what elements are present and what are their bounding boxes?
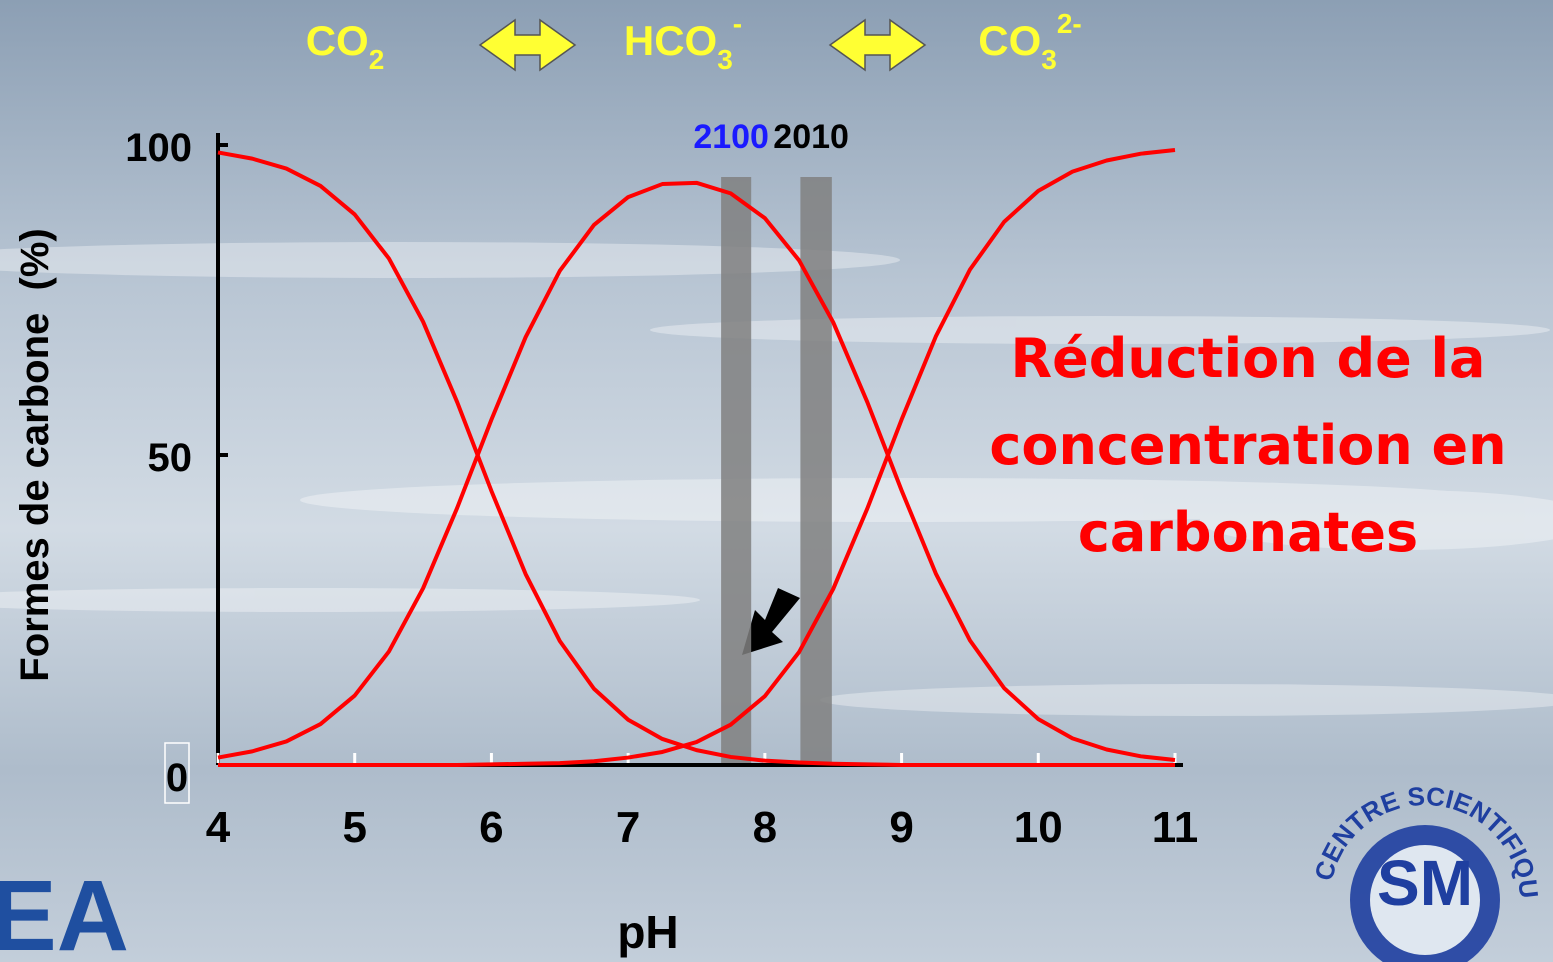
x-tick-label: 6: [479, 803, 503, 852]
species-sup: -: [733, 8, 742, 39]
x-tick-label: 9: [889, 803, 913, 852]
x-tick-label: 11: [1152, 803, 1199, 852]
x-tick-label: 4: [206, 803, 231, 852]
species-base: CO: [306, 17, 369, 64]
species-label: CO32-: [978, 8, 1081, 75]
species-sub: 3: [717, 44, 733, 75]
species-base: HCO: [624, 17, 717, 64]
logo-inner: [1370, 845, 1480, 955]
double-arrow: [828, 18, 927, 72]
label-box: [164, 742, 190, 804]
y-tick-label: 100: [125, 126, 192, 170]
x-tick-label: 7: [616, 803, 640, 852]
curve: [217, 180, 1176, 763]
year-band: [721, 177, 752, 765]
logo-left: EA: [0, 860, 129, 962]
species-label: CO2: [306, 17, 385, 75]
curve: [218, 147, 1176, 767]
double-arrow: [478, 18, 577, 72]
curve: [217, 150, 1175, 767]
y-axis-title: Formes de carbone (%): [13, 228, 57, 681]
species-base: CO: [978, 17, 1041, 64]
background-streaks: [0, 242, 1553, 716]
x-tick-label: 5: [342, 803, 366, 852]
x-axis-title: pH: [617, 906, 678, 958]
annotation: carbonates: [1078, 501, 1418, 564]
species-sup: 2-: [1057, 8, 1082, 39]
y-tick-label: 0: [166, 756, 188, 800]
y-tick-label: 50: [148, 436, 193, 480]
species-sub: 3: [1041, 44, 1057, 75]
logo-center: SM: [1377, 847, 1473, 919]
annotation: Réduction de la: [1010, 327, 1485, 390]
band-label: 2010: [773, 118, 849, 156]
species-sub: 2: [369, 44, 385, 75]
species-label: HCO3-: [624, 8, 742, 75]
arrow: [742, 588, 800, 655]
x-tick-label: 10: [1014, 803, 1063, 852]
band-label: 2100: [693, 118, 769, 156]
x-tick-label: 8: [753, 803, 777, 852]
annotation: concentration en: [989, 414, 1506, 477]
year-band: [800, 177, 832, 765]
